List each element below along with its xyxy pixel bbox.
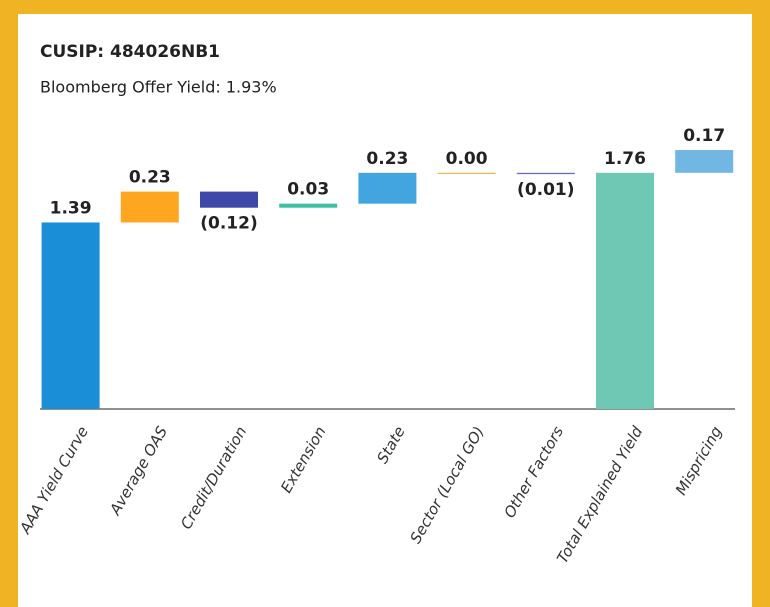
value-label: 0.23 bbox=[129, 168, 171, 188]
frame-stub bbox=[0, 326, 18, 329]
value-label: 0.00 bbox=[446, 149, 488, 169]
bar bbox=[437, 172, 496, 174]
bar bbox=[41, 222, 100, 409]
bar bbox=[596, 172, 654, 409]
bar bbox=[279, 203, 338, 208]
chart-subtitle: Bloomberg Offer Yield: 1.93% bbox=[40, 78, 277, 97]
bar bbox=[120, 191, 179, 223]
chart-title: CUSIP: 484026NB1 bbox=[40, 42, 220, 62]
bar bbox=[358, 172, 417, 204]
bar bbox=[516, 172, 575, 175]
value-label: (0.12) bbox=[200, 214, 257, 234]
bar bbox=[200, 191, 258, 208]
value-label: 0.17 bbox=[683, 126, 725, 146]
value-label: 0.23 bbox=[366, 149, 408, 169]
bar bbox=[675, 150, 734, 173]
value-label: (0.01) bbox=[517, 180, 574, 200]
value-label: 1.76 bbox=[604, 149, 646, 169]
value-label: 0.03 bbox=[287, 180, 329, 200]
value-label: 1.39 bbox=[50, 198, 92, 218]
